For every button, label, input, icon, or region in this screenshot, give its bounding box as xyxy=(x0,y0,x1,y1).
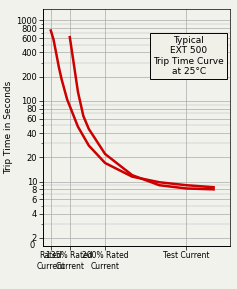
Text: 0: 0 xyxy=(29,241,34,250)
Text: Typical
EXT 500
Trip Time Curve
at 25°C: Typical EXT 500 Trip Time Curve at 25°C xyxy=(154,36,224,76)
Y-axis label: Trip Time in Seconds: Trip Time in Seconds xyxy=(4,81,13,174)
